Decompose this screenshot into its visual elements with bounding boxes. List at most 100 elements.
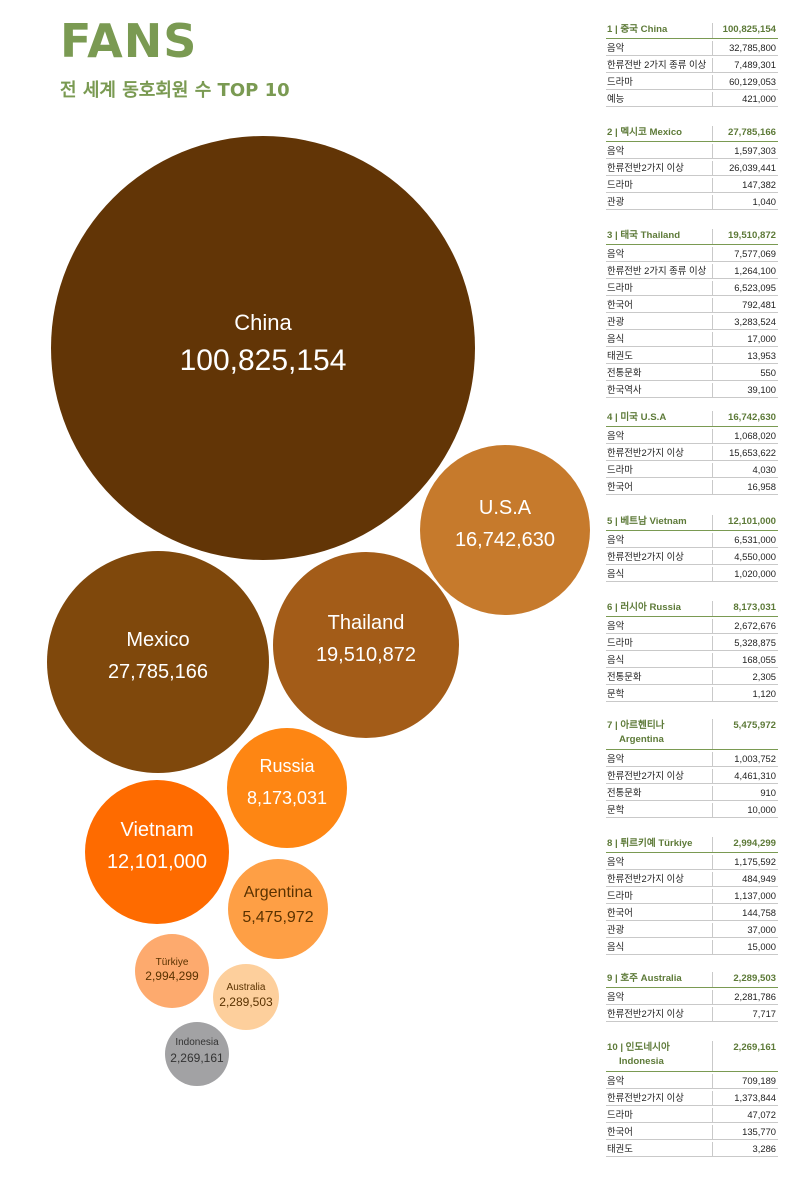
row-category: 드라마 (606, 75, 713, 89)
table-header: 9 | 호주 Australia 2,289,503 (606, 971, 778, 988)
table-header-label: 1 | 중국 China (607, 24, 668, 35)
row-value: 6,523,095 (734, 282, 776, 293)
row-category: 드라마 (606, 889, 713, 903)
row-value: 7,717 (752, 1008, 776, 1019)
row-category: 관광 (606, 195, 713, 209)
table-header-country: 10 | 인도네시아 Indonesia (606, 1041, 713, 1071)
row-category: 예능 (606, 92, 713, 106)
row-value: 1,120 (752, 688, 776, 699)
table-header-country: 6 | 러시아 Russia (606, 601, 713, 616)
row-value: 13,953 (747, 350, 776, 361)
row-value: 1,040 (752, 196, 776, 207)
row-category: 음악 (606, 429, 713, 443)
table-row: 음악 1,175,592 (606, 853, 778, 870)
row-value: 1,003,752 (734, 753, 776, 764)
table-header-total: 100,825,154 (722, 24, 776, 35)
row-value: 421,000 (742, 93, 776, 104)
table-header-country: 1 | 중국 China (606, 23, 713, 38)
table-row: 태권도 3,286 (606, 1140, 778, 1157)
bubble-label-indonesia: Indonesia (175, 1037, 219, 1048)
bubble-trkiye (135, 934, 209, 1008)
table-row: 드라마 5,328,875 (606, 634, 778, 651)
row-category: 태권도 (606, 1142, 713, 1156)
table-row: 한류전반2가지 이상 7,717 (606, 1005, 778, 1022)
table-header-country: 7 | 아르헨티나 Argentina (606, 719, 713, 749)
bubble-label-argentina: Argentina (244, 884, 313, 901)
row-value: 484,949 (742, 873, 776, 884)
bubble-label-thailand: Thailand (328, 612, 405, 634)
row-category: 음악 (606, 41, 713, 55)
row-category: 관광 (606, 923, 713, 937)
row-category: 한류전반 2가지 종류 이상 (606, 58, 713, 72)
bubble-vietnam (85, 780, 229, 924)
table-header: 10 | 인도네시아 Indonesia 2,269,161 (606, 1040, 778, 1072)
table-header-country: 4 | 미국 U.S.A (606, 411, 713, 426)
row-category: 한국어 (606, 1125, 713, 1139)
table-row: 문학 1,120 (606, 685, 778, 702)
row-category: 한류전반2가지 이상 (606, 1007, 713, 1021)
table-header-country: 8 | 튀르키예 Türkiye (606, 837, 713, 852)
row-value: 4,030 (752, 464, 776, 475)
row-category: 한류전반2가지 이상 (606, 769, 713, 783)
row-value: 7,577,069 (734, 248, 776, 259)
row-category: 음식 (606, 653, 713, 667)
table-row: 드라마 6,523,095 (606, 279, 778, 296)
table-row: 음악 709,189 (606, 1072, 778, 1089)
row-value: 3,286 (752, 1143, 776, 1154)
row-category: 음악 (606, 990, 713, 1004)
bubble-mexico (47, 551, 269, 773)
table-header-total: 2,289,503 (733, 973, 776, 984)
row-value: 39,100 (747, 384, 776, 395)
row-value: 47,072 (747, 1109, 776, 1120)
table-header: 8 | 튀르키예 Türkiye 2,994,299 (606, 836, 778, 853)
row-value: 135,770 (742, 1126, 776, 1137)
table-row: 한류전반2가지 이상 15,653,622 (606, 444, 778, 461)
row-category: 한국어 (606, 906, 713, 920)
bubble-indonesia (165, 1022, 229, 1086)
bubble-label-trkiye: Türkiye (156, 957, 189, 968)
table-row: 음악 32,785,800 (606, 39, 778, 56)
table-header-total: 12,101,000 (727, 516, 776, 527)
table-row: 태권도 13,953 (606, 347, 778, 364)
row-category: 한국역사 (606, 383, 713, 397)
table-header-label: 6 | 러시아 Russia (607, 602, 681, 613)
bubble-value-argentina: 5,475,972 (242, 909, 313, 926)
table-row: 한국어 792,481 (606, 296, 778, 313)
bubble-value-vietnam: 12,101,000 (107, 851, 207, 873)
table-header-label: 2 | 멕시코 Mexico (607, 127, 683, 138)
row-category: 문학 (606, 687, 713, 701)
table-row: 음악 1,003,752 (606, 750, 778, 767)
table-header-country: 3 | 태국 Thailand (606, 229, 713, 244)
table-header: 7 | 아르헨티나 Argentina 5,475,972 (606, 718, 778, 750)
row-category: 음악 (606, 1074, 713, 1088)
row-category: 한류전반 2가지 종류 이상 (606, 264, 713, 278)
table-header-country: 5 | 베트남 Vietnam (606, 515, 713, 530)
bubble-value-thailand: 19,510,872 (316, 644, 416, 666)
country-table: 9 | 호주 Australia 2,289,503 음악 2,281,786 한류전반… (606, 971, 778, 1022)
row-value: 792,481 (742, 299, 776, 310)
country-table: 10 | 인도네시아 Indonesia 2,269,161 음악 709,189 한류전… (606, 1040, 778, 1157)
table-header-label: 8 | 튀르키예 Türkiye (607, 838, 693, 849)
table-row: 음식 168,055 (606, 651, 778, 668)
row-value: 709,189 (742, 1075, 776, 1086)
table-header-label: 4 | 미국 U.S.A (607, 412, 667, 423)
country-table: 6 | 러시아 Russia 8,173,031 음악 2,672,676 드라마 5,3… (606, 600, 778, 702)
table-row: 음식 17,000 (606, 330, 778, 347)
row-category: 음식 (606, 332, 713, 346)
table-row: 한류전반 2가지 종류 이상 1,264,100 (606, 262, 778, 279)
row-category: 한국어 (606, 298, 713, 312)
bubble-value-australia: 2,289,503 (219, 995, 273, 1009)
row-value: 1,175,592 (734, 856, 776, 867)
row-category: 한류전반2가지 이상 (606, 446, 713, 460)
row-category: 한류전반2가지 이상 (606, 872, 713, 886)
row-category: 음악 (606, 144, 713, 158)
row-category: 전통문화 (606, 786, 713, 800)
country-table: 8 | 튀르키예 Türkiye 2,994,299 음악 1,175,592 한류전반… (606, 836, 778, 955)
bubble-label-australia: Australia (227, 982, 266, 993)
table-row: 드라마 4,030 (606, 461, 778, 478)
row-value: 1,020,000 (734, 568, 776, 579)
row-category: 문학 (606, 803, 713, 817)
row-value: 26,039,441 (729, 162, 776, 173)
country-table: 7 | 아르헨티나 Argentina 5,475,972 음악 1,003,752 한류… (606, 718, 778, 818)
table-header-label: 5 | 베트남 Vietnam (607, 516, 687, 527)
